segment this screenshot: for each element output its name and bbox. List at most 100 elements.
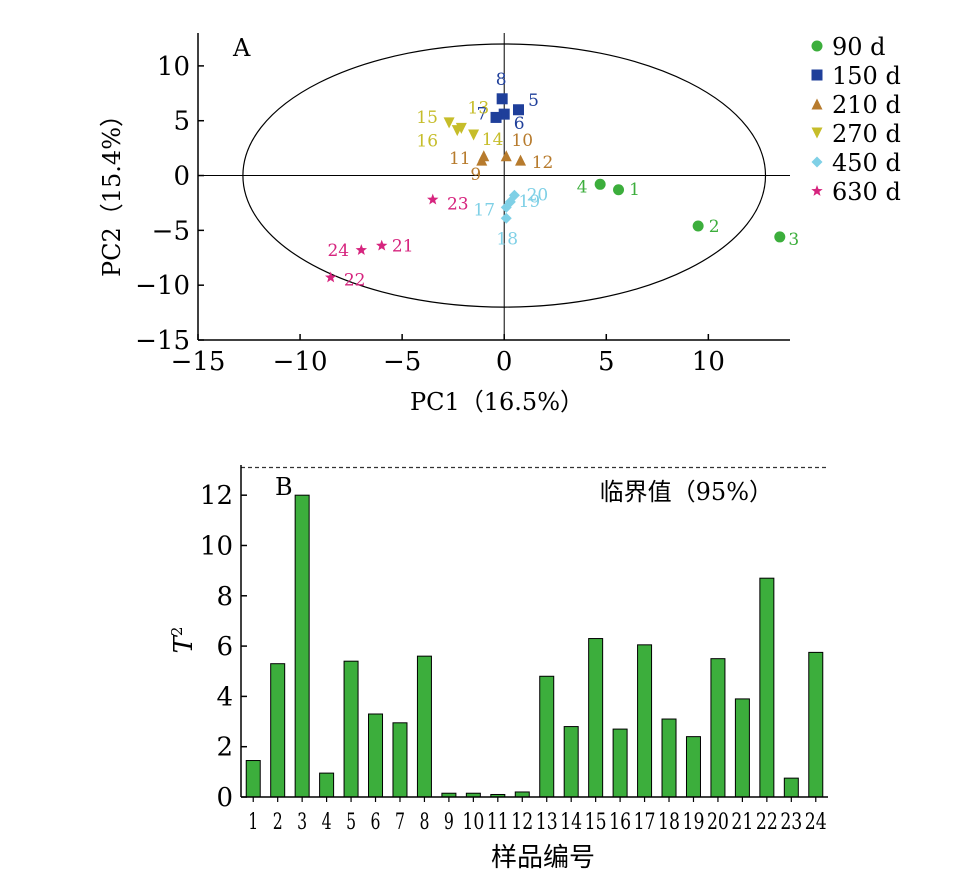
x-tick-label: 22 [756,810,778,835]
bar [612,728,628,798]
data-point [324,271,337,283]
bar [245,760,261,798]
point-label: 6 [514,114,525,134]
bar [588,638,604,798]
x-tick-label: 10 [462,810,484,835]
x-tick-label: 8 [419,810,429,835]
point-label: 24 [327,241,349,261]
x-tick-label: 1 [248,810,258,835]
y-tick-label: 10 [200,531,233,561]
data-point [427,193,439,205]
bar [661,718,677,798]
x-tick-label: 10 [692,347,725,377]
data-point [451,125,463,137]
bar [734,698,750,798]
panel-b-y-axis-label: T2 [168,627,199,654]
legend-marker [811,40,823,52]
x-tick-label: 24 [805,810,827,835]
panel-a-y-axis-label: PC2（15.4%） [98,103,126,277]
bar [759,577,775,798]
bar [710,658,726,798]
point-label: 9 [470,165,481,185]
bar [319,772,335,798]
point-label: 7 [477,104,488,124]
point-label: 8 [496,70,507,90]
y-tick-label: −5 [152,216,190,246]
x-tick-label: 5 [598,347,615,377]
point-label: 11 [449,149,471,169]
x-tick-label: 3 [297,810,307,835]
point-label: 5 [528,91,539,111]
y-tick-label: −15 [135,326,190,356]
x-tick-label: 13 [536,810,558,835]
bar [808,651,824,798]
x-tick-label: 21 [731,810,753,835]
bar [294,494,310,798]
x-tick-label: 5 [346,810,356,835]
x-tick-label: 14 [560,810,582,835]
panel-a-letter: A [232,34,251,62]
bar [563,726,579,798]
point-label: 14 [482,130,504,150]
x-tick-label: 7 [395,810,405,835]
x-tick-label: 18 [658,810,680,835]
x-tick-label: 20 [707,810,729,835]
panel-b-x-axis-label: 样品编号 [491,843,595,873]
data-point [774,231,786,243]
panel-b-y-axis-label-main: T [169,634,199,653]
legend-label: 90 d [832,33,886,61]
legend-label: 270 d [832,120,901,148]
data-point [478,150,490,162]
point-label: 10 [511,131,533,151]
point-label: 20 [527,185,549,205]
point-label: 15 [416,108,438,128]
y-tick-label: 12 [200,481,233,511]
bar [783,777,799,798]
data-point [692,220,704,232]
bar [368,713,384,798]
point-label: 4 [577,177,588,197]
data-point [594,178,606,190]
x-tick-label: 17 [634,810,656,835]
data-point [613,184,625,196]
x-tick-label: 23 [780,810,802,835]
legend-label: 450 d [832,149,901,177]
data-point [508,189,520,201]
legend-label: 150 d [832,62,901,90]
y-tick-label: 5 [173,107,190,137]
x-tick-label: 4 [322,810,332,835]
point-label: 12 [532,153,554,173]
x-tick-label: −10 [273,347,328,377]
bar [685,736,701,798]
y-tick-label: 0 [216,783,233,813]
y-tick-label: 10 [157,52,190,82]
y-tick-label: 8 [216,582,233,612]
legend-marker [811,69,823,81]
x-tick-label: 15 [585,810,607,835]
x-tick-label: 12 [511,810,533,835]
x-tick-label: 11 [487,810,509,835]
data-point [500,150,512,162]
data-point [496,93,508,105]
x-tick-label: 0 [496,347,513,377]
bar [270,663,286,798]
data-point [504,196,516,208]
bar [343,660,359,798]
legend-marker [811,98,823,110]
legend-label: 630 d [832,178,901,206]
data-point [512,104,524,116]
bar [539,675,555,798]
legend-marker [811,156,823,168]
point-label: 19 [519,192,541,212]
data-point [355,244,368,255]
data-point [443,117,455,129]
legend-marker [811,185,823,196]
point-label: 18 [496,229,518,249]
data-point [376,239,388,251]
point-label: 2 [709,217,720,237]
